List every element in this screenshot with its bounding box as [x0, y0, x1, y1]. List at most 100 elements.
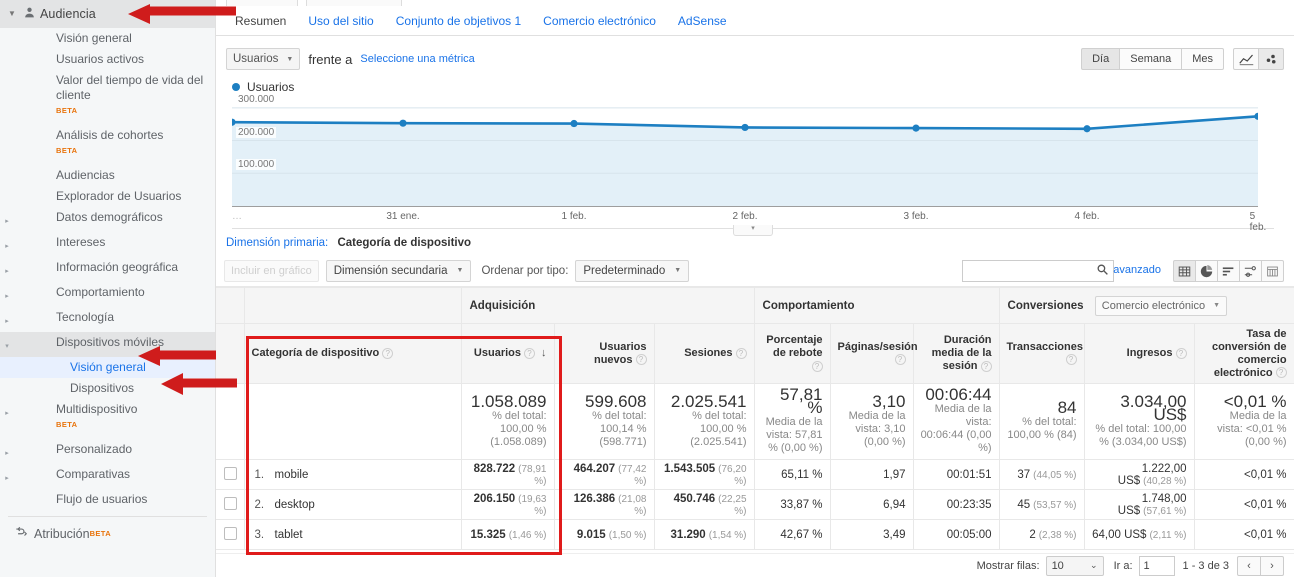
row-checkbox-cell[interactable] — [216, 459, 245, 490]
report-tabs: Resumen Uso del sitio Conjunto de objetivo… — [216, 6, 1294, 36]
sidebar-item-audiencias[interactable]: Audiencias — [0, 165, 215, 186]
column-categoria-dispositivo[interactable]: Categoría de dispositivo? — [243, 323, 462, 384]
granularity-semana[interactable]: Semana — [1119, 48, 1183, 70]
sidebar-item-flujo-de-usuarios[interactable]: Flujo de usuarios — [0, 489, 215, 510]
cell-porcentaje-rebote: 42,67 % — [753, 519, 831, 550]
sidebar-item-an-lisis-de-cohortes[interactable]: Análisis de cohortes BETA — [0, 125, 215, 165]
sidebar-item-label: Visión general — [56, 31, 132, 45]
cell-value: 31.290 — [670, 528, 706, 541]
totals-value: 00:06:44 — [925, 385, 992, 404]
column-duracion-media[interactable]: Duración media de la sesión? — [912, 323, 1000, 384]
advanced-link[interactable]: avanzado — [1113, 264, 1161, 276]
secondary-dimension-button[interactable]: Dimensión secundaria ▼ — [325, 259, 472, 282]
column-porcentaje-rebote[interactable]: Porcentaje de rebote? — [753, 323, 831, 384]
help-icon[interactable]: ? — [524, 347, 535, 359]
comparison-icon[interactable] — [1239, 260, 1262, 282]
sidebar-item-datos-demogr-ficos[interactable]: ▸ Datos demográficos — [0, 207, 215, 232]
sidebar-section-label: Audiencia — [40, 7, 96, 21]
row-checkbox[interactable] — [223, 496, 237, 510]
pivot-icon[interactable] — [1261, 260, 1284, 282]
sidebar-item-atribucion[interactable]: Atribución BETA — [0, 517, 215, 542]
row-device-name[interactable]: desktop — [274, 498, 315, 511]
sidebar-item-comportamiento[interactable]: ▸ Comportamiento — [0, 282, 215, 307]
tab-adsense[interactable]: AdSense — [677, 13, 727, 28]
totals-value: <0,01 % — [1223, 391, 1287, 411]
table-view-icon[interactable] — [1173, 260, 1196, 282]
bar-chart-icon[interactable] — [1217, 260, 1240, 282]
column-usuarios[interactable]: Usuarios? ↓ — [460, 323, 555, 384]
sidebar-item-intereses[interactable]: ▸ Intereses — [0, 232, 215, 257]
select-metric-link[interactable]: Seleccione una métrica — [360, 53, 475, 65]
sidebar-section-audiencia[interactable]: ▼ Audiencia — [0, 0, 215, 28]
chart-x-tick-label: 31 ene. — [386, 211, 420, 222]
granularity-mes[interactable]: Mes — [1181, 48, 1224, 70]
sidebar-item-multidispositivo[interactable]: ▸ Multidispositivo BETA — [0, 399, 215, 439]
tab-resumen[interactable]: Resumen — [235, 13, 287, 28]
tab-conjunto-de-objetivos-1[interactable]: Conjunto de objetivos 1 — [395, 13, 522, 28]
tab-uso-del-sitio[interactable]: Uso del sitio — [308, 13, 374, 28]
sidebar-item-comparativas[interactable]: ▸ Comparativas — [0, 464, 215, 489]
sidebar-item-dispositivos-m-viles[interactable]: ▾ Dispositivos móviles — [0, 332, 215, 357]
rows-per-page-select[interactable]: 10 ⌄ — [1045, 555, 1104, 576]
column-sesiones[interactable]: Sesiones? — [653, 323, 755, 384]
pie-chart-icon[interactable] — [1195, 260, 1218, 282]
column-usuarios-nuevos[interactable]: Usuarios nuevos? — [553, 323, 655, 384]
prev-page-button[interactable]: ‹ — [1237, 555, 1261, 576]
scatter-plot-icon[interactable] — [1258, 48, 1284, 70]
sidebar-item-explorador-de-usuarios[interactable]: Explorador de Usuarios — [0, 186, 215, 207]
sidebar-item-valor-del-tiempo-de-vida-del-cliente[interactable]: Valor del tiempo de vida del cliente BETA — [0, 70, 215, 125]
row-checkbox[interactable] — [223, 526, 237, 540]
help-icon[interactable]: ? — [382, 347, 394, 359]
help-icon[interactable]: ? — [1275, 367, 1287, 379]
sidebar-item-dispositivos[interactable]: Dispositivos — [0, 378, 215, 399]
conversions-type-dropdown[interactable]: Comercio electrónico ▼ — [1094, 295, 1228, 316]
cell-paginas-sesion: 3,49 — [829, 519, 914, 550]
next-page-button[interactable]: › — [1260, 555, 1284, 576]
column-label: Tasa de conversión de comercio electróni… — [1211, 327, 1287, 379]
row-checkbox[interactable] — [223, 466, 237, 480]
column-transacciones[interactable]: Transacciones? — [998, 323, 1085, 384]
column-paginas-sesion[interactable]: Páginas/sesión? — [829, 323, 918, 384]
help-icon[interactable]: ? — [894, 354, 906, 366]
cell-value: 45 — [1017, 498, 1031, 511]
row-checkbox-cell[interactable] — [216, 519, 245, 550]
date-granularity-buttons: Día Semana Mes — [1081, 48, 1224, 70]
help-icon[interactable]: ? — [1175, 347, 1187, 359]
column-ingresos[interactable]: Ingresos? — [1083, 323, 1195, 384]
line-chart-icon[interactable] — [1233, 48, 1259, 70]
primary-dimension-value[interactable]: Categoría de dispositivo — [337, 237, 472, 249]
totals-subtext: % del total: 100,00 % (1.058.089) — [490, 409, 547, 448]
sort-type-dropdown[interactable]: Predeterminado ▼ — [575, 259, 690, 282]
row-device-name[interactable]: mobile — [274, 468, 309, 481]
row-device-name[interactable]: tablet — [274, 528, 303, 541]
sidebar-item-visi-n-general[interactable]: Visión general — [0, 28, 215, 49]
row-checkbox-cell[interactable] — [216, 489, 245, 520]
help-icon[interactable]: ? — [635, 354, 647, 366]
cell-percent: (77,42 %) — [618, 463, 647, 487]
sidebar-item-visi-n-general[interactable]: Visión general — [0, 357, 215, 378]
column-label: Transacciones — [1006, 340, 1083, 353]
help-icon[interactable]: ? — [1065, 354, 1077, 366]
main-content: Resumen Uso del sitio Conjunto de objetivo… — [216, 0, 1294, 577]
totals-cell: 3.034,00 US$% del total: 100,00 % (3.034… — [1083, 383, 1195, 460]
sidebar-item-label: Comparativas — [56, 467, 131, 481]
help-icon[interactable]: ? — [980, 360, 992, 372]
granularity-dia[interactable]: Día — [1081, 48, 1121, 70]
table-row[interactable]: 3. tablet 15.325 (1,46 %) 9.015 (1,50 %) 31.29… — [216, 519, 1294, 550]
metric-dropdown[interactable]: Usuarios ▼ — [226, 48, 301, 70]
sidebar-item-personalizado[interactable]: ▸ Personalizado — [0, 439, 215, 464]
legend-label: Usuarios — [247, 80, 295, 94]
sidebar-item-informaci-n-geogr-fica[interactable]: ▸ Información geográfica — [0, 257, 215, 282]
table-row[interactable]: 2. desktop 206.150 (19,63 %) 126.386 (21,08 %… — [216, 489, 1294, 520]
goto-page-input[interactable]: 1 — [1138, 555, 1175, 576]
sidebar-item-usuarios-activos[interactable]: Usuarios activos — [0, 49, 215, 70]
help-icon[interactable]: ? — [811, 360, 823, 372]
tab-comercio-electr-nico[interactable]: Comercio electrónico — [543, 13, 656, 28]
help-icon[interactable]: ? — [735, 347, 747, 359]
search-input[interactable] — [962, 260, 1114, 282]
chart-resize-handle[interactable]: ▾ — [733, 225, 773, 236]
column-tasa-conversion[interactable]: Tasa de conversión de comercio electróni… — [1193, 323, 1294, 384]
table-row[interactable]: 1. mobile 828.722 (78,91 %) 464.207 (77,42 %)… — [216, 459, 1294, 490]
sidebar-item-tecnolog-a[interactable]: ▸ Tecnología — [0, 307, 215, 332]
column-label: Usuarios — [473, 347, 521, 359]
